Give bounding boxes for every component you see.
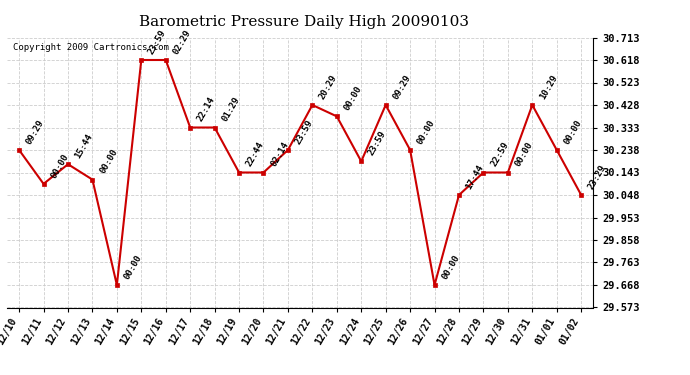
Text: Barometric Pressure Daily High 20090103: Barometric Pressure Daily High 20090103 bbox=[139, 15, 469, 29]
Text: 23:29: 23:29 bbox=[586, 163, 608, 191]
Text: 00:00: 00:00 bbox=[122, 253, 144, 281]
Text: 15:44: 15:44 bbox=[74, 132, 95, 160]
Text: 23:59: 23:59 bbox=[367, 129, 388, 157]
Text: 22:44: 22:44 bbox=[245, 141, 266, 168]
Text: 00:00: 00:00 bbox=[98, 148, 119, 176]
Text: 10:29: 10:29 bbox=[538, 73, 559, 101]
Text: 22:14: 22:14 bbox=[196, 96, 217, 123]
Text: 09:29: 09:29 bbox=[25, 118, 46, 146]
Text: 20:29: 20:29 bbox=[318, 73, 339, 101]
Text: 23:59: 23:59 bbox=[293, 118, 315, 146]
Text: 00:00: 00:00 bbox=[415, 118, 437, 146]
Text: 00:00: 00:00 bbox=[562, 118, 584, 146]
Text: 00:00: 00:00 bbox=[342, 84, 364, 112]
Text: 22:59: 22:59 bbox=[489, 141, 510, 168]
Text: 17:44: 17:44 bbox=[464, 163, 486, 191]
Text: 00:00: 00:00 bbox=[440, 253, 462, 281]
Text: Copyright 2009 Cartronics.com: Copyright 2009 Cartronics.com bbox=[13, 43, 168, 52]
Text: 00:00: 00:00 bbox=[49, 152, 70, 180]
Text: 02:29: 02:29 bbox=[171, 28, 193, 56]
Text: 00:00: 00:00 bbox=[513, 141, 535, 168]
Text: 02:14: 02:14 bbox=[269, 141, 290, 168]
Text: 09:29: 09:29 bbox=[391, 73, 413, 101]
Text: 01:29: 01:29 bbox=[220, 96, 242, 123]
Text: 23:59: 23:59 bbox=[147, 28, 168, 56]
